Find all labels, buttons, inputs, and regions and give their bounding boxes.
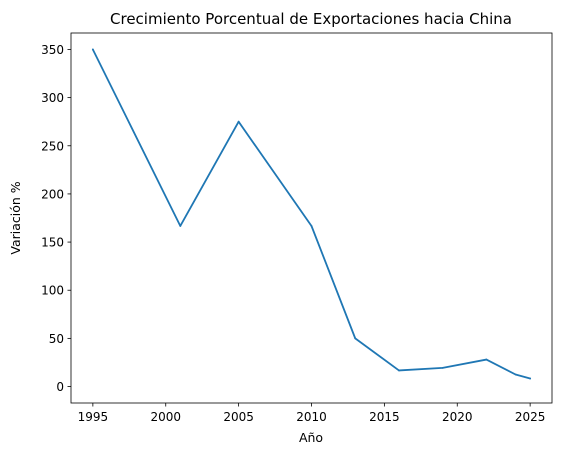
data-point (179, 225, 182, 227)
data-point (398, 369, 400, 372)
x-tick-label: 2025 (515, 410, 546, 424)
y-tick-label: 0 (56, 380, 64, 394)
y-axis: 0 50 100 150 200 250 300 350 (41, 43, 71, 394)
data-point (529, 377, 532, 380)
series-line-0 (91, 48, 532, 380)
y-tick-label: 50 (49, 332, 64, 346)
data-point (485, 358, 488, 361)
data-point (514, 373, 517, 376)
y-tick-label: 200 (41, 187, 64, 201)
y-tick-label: 150 (41, 236, 64, 250)
series-layer (91, 48, 532, 380)
x-axis-label: Año (299, 430, 323, 445)
data-point (237, 120, 240, 123)
x-tick-label: 1995 (78, 410, 109, 424)
data-point (441, 366, 444, 369)
chart-title: Crecimiento Porcentual de Exportaciones … (110, 10, 512, 28)
plot-frame (70, 32, 553, 404)
plot-area (70, 32, 553, 404)
x-tick-label: 2000 (150, 410, 181, 424)
y-tick-label: 300 (41, 91, 64, 105)
data-point (310, 225, 313, 227)
x-tick-label: 2005 (223, 410, 254, 424)
x-axis: 1995 2000 2005 2010 2015 2020 2025 (78, 403, 546, 424)
x-tick-label: 2020 (442, 410, 473, 424)
x-tick-label: 2010 (296, 410, 327, 424)
data-point (91, 48, 94, 51)
y-axis-label: Variación % (8, 181, 23, 254)
y-tick-label: 100 (41, 284, 64, 298)
x-tick-label: 2015 (369, 410, 400, 424)
data-point (354, 337, 357, 340)
y-tick-label: 350 (41, 43, 64, 57)
y-tick-label: 250 (41, 139, 64, 153)
